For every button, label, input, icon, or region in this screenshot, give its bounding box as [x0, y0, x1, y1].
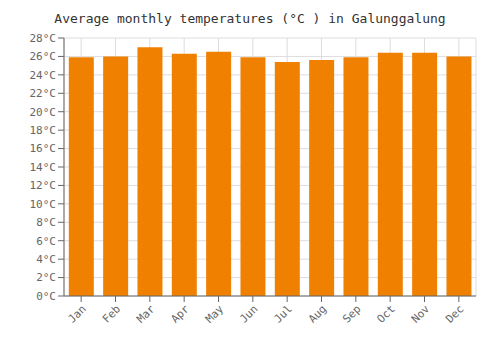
svg-text:Sep: Sep: [340, 302, 363, 325]
svg-text:8°C: 8°C: [36, 216, 56, 229]
svg-text:26°C: 26°C: [30, 50, 57, 63]
svg-text:22°C: 22°C: [30, 87, 57, 100]
svg-text:2°C: 2°C: [36, 271, 56, 284]
svg-text:12°C: 12°C: [30, 179, 57, 192]
svg-text:Jul: Jul: [272, 302, 295, 325]
svg-text:20°C: 20°C: [30, 106, 57, 119]
svg-text:6°C: 6°C: [36, 235, 56, 248]
svg-text:18°C: 18°C: [30, 124, 57, 137]
svg-text:Jan: Jan: [66, 302, 89, 325]
svg-text:4°C: 4°C: [36, 253, 56, 266]
svg-text:Feb: Feb: [100, 302, 123, 325]
svg-text:14°C: 14°C: [30, 161, 57, 174]
svg-text:Dec: Dec: [443, 302, 466, 325]
svg-text:Oct: Oct: [375, 302, 398, 325]
svg-text:Mar: Mar: [134, 302, 158, 326]
svg-text:Nov: Nov: [409, 302, 433, 326]
svg-text:10°C: 10°C: [30, 198, 57, 211]
svg-text:May: May: [203, 302, 227, 326]
svg-text:16°C: 16°C: [30, 142, 57, 155]
svg-text:0°C: 0°C: [36, 290, 56, 303]
svg-text:Apr: Apr: [169, 302, 193, 326]
html-text:Average monthly temperatures (: Average monthly temperatures (°C ) in Ga…: [54, 11, 446, 26]
svg-text:24°C: 24°C: [30, 69, 57, 82]
svg-text:Jun: Jun: [237, 302, 260, 325]
svg-text:Aug: Aug: [306, 302, 329, 325]
svg-text:28°C: 28°C: [30, 32, 57, 45]
